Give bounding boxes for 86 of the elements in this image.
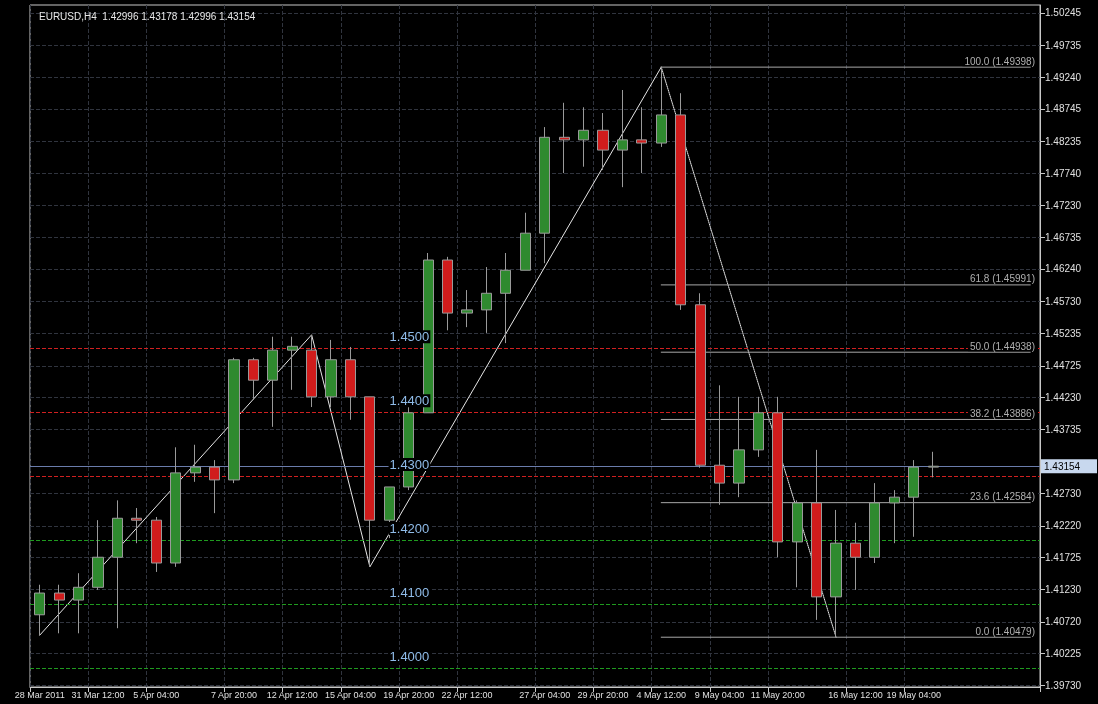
annotation: 61.8 (1.45991) (969, 273, 1035, 285)
candlestick (151, 516, 162, 573)
candlestick (73, 572, 84, 634)
y-tick-label: 1.44725 (1045, 360, 1082, 372)
y-tick-label: 1.49735 (1045, 40, 1082, 52)
candlestick (170, 446, 181, 568)
candlestick (830, 509, 842, 638)
candlestick (442, 256, 453, 331)
candlestick (325, 339, 337, 408)
ref-line-label: 1.4400 (389, 393, 430, 409)
annotation: 0.0 (1.40479) (975, 625, 1035, 637)
candlestick (112, 499, 123, 629)
candlestick (559, 102, 570, 174)
annotation: 50.0 (1.44938) (969, 340, 1035, 352)
ref-line-label: 1.43154 (1044, 460, 1081, 472)
ref-line-label: 1.4300 (389, 457, 430, 473)
candlestick (597, 112, 609, 171)
candlestick (928, 451, 939, 478)
candlestick (54, 584, 65, 634)
annotation: 23.6 (1.42584) (969, 491, 1035, 503)
x-tick-label: 12 Apr 12:00 (266, 689, 318, 700)
annotation: 100.0 (1.49398) (964, 55, 1035, 67)
x-tick-label: 11 May 20:00 (750, 689, 805, 700)
y-tick-label: 1.49240 (1045, 71, 1082, 83)
candlestick (889, 489, 900, 544)
y-tick-label: 1.47740 (1045, 167, 1082, 179)
x-tick-label: 5 Apr 04:00 (133, 689, 180, 700)
candlestick (500, 252, 511, 344)
ref-line-label: 1.4100 (389, 584, 430, 600)
x-tick-label: 15 Apr 04:00 (324, 689, 376, 700)
y-tick-label: 1.40720 (1045, 616, 1082, 628)
y-tick-label: 1.41230 (1045, 583, 1082, 595)
candlestick (733, 396, 745, 498)
candlestick (753, 396, 764, 458)
y-tick-label: 1.39730 (1045, 679, 1082, 691)
candlestick (656, 66, 667, 148)
ref-line-label: 1.4500 (389, 329, 430, 345)
x-tick-label: 29 Apr 20:00 (577, 689, 629, 700)
annotation: 38.2 (1.43886) (969, 407, 1035, 419)
y-tick-label: 1.46240 (1045, 263, 1082, 275)
x-tick-label: 31 Mar 12:00 (71, 689, 125, 700)
y-tick-label: 1.40225 (1045, 647, 1082, 659)
x-tick-label: 19 May 04:00 (886, 689, 942, 700)
y-tick-label: 1.47230 (1045, 200, 1082, 212)
text: EURUSD,H4 1.42996 1.43178 1.42996 1.43154 (39, 10, 256, 22)
y-tick-label: 1.45730 (1045, 296, 1082, 308)
y-tick-label: 1.43735 (1045, 423, 1082, 435)
candlestick (578, 106, 589, 168)
y-tick-label: 1.42220 (1045, 520, 1082, 532)
candlestick (92, 519, 104, 591)
candlestick (287, 336, 298, 391)
candlestick (267, 336, 278, 428)
y-tick-label: 1.42730 (1045, 487, 1082, 499)
candlestick (228, 357, 240, 484)
y-tick-label: 1.44230 (1045, 391, 1082, 403)
candlestick (850, 522, 861, 591)
candlestick (869, 482, 880, 564)
x-tick-label: 28 Mar 2011 (14, 689, 65, 700)
x-tick-label: 7 Apr 20:00 (210, 689, 257, 700)
x-tick-label: 27 Apr 04:00 (519, 689, 571, 700)
x-tick-label: 19 Apr 20:00 (383, 689, 435, 700)
x-tick-label: 4 May 12:00 (636, 689, 687, 700)
x-tick-label: 9 May 04:00 (694, 689, 745, 700)
x-tick-label: 16 May 12:00 (828, 689, 883, 700)
ref-line-label: 1.4000 (389, 648, 430, 664)
candlestick (481, 266, 492, 334)
candlestick (190, 444, 201, 483)
x-tick-label: 22 Apr 12:00 (441, 689, 493, 700)
candlestick (131, 507, 142, 544)
candlestick (617, 89, 628, 188)
candlestick (675, 92, 686, 311)
candlestick (636, 106, 647, 174)
candlestick (34, 584, 45, 636)
candlestick (461, 289, 473, 328)
y-tick-label: 1.41725 (1045, 552, 1082, 564)
candlestick (792, 499, 803, 588)
y-tick-label: 1.48745 (1045, 103, 1082, 115)
candlestick (520, 212, 531, 271)
candlestick (539, 126, 550, 264)
candlestick (248, 357, 259, 401)
y-tick-label: 1.50245 (1045, 7, 1082, 19)
ref-line-label: 1.4200 (389, 520, 430, 536)
y-tick-label: 1.46735 (1045, 231, 1082, 243)
y-tick-label: 1.45235 (1045, 327, 1082, 339)
y-tick-label: 1.48235 (1045, 135, 1082, 147)
candlestick (908, 459, 919, 538)
